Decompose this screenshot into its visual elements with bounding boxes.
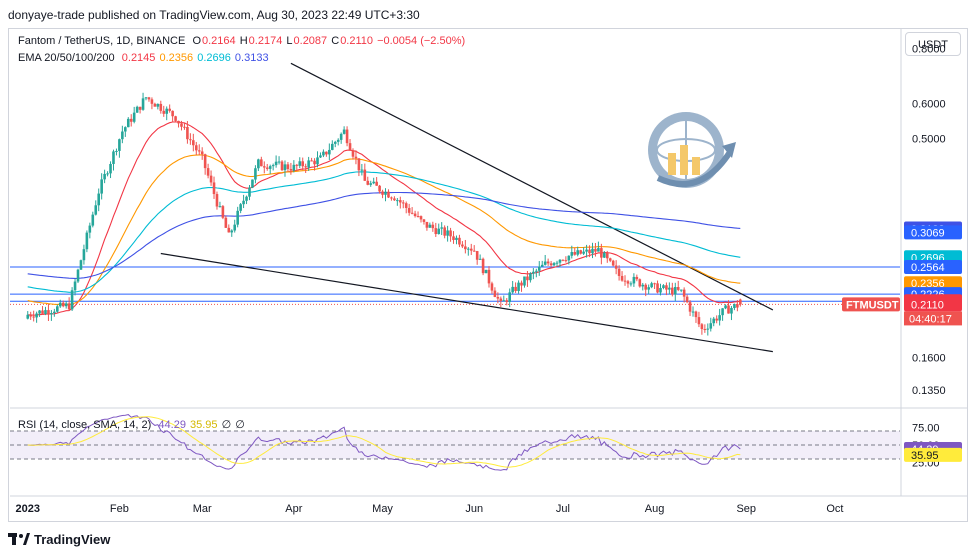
rsi-value: 44.29 [158, 419, 186, 431]
high-value: 0.2174 [248, 35, 283, 47]
close-label: C [331, 35, 340, 47]
chart-frame [8, 28, 968, 522]
ema20-value: 0.2145 [121, 52, 156, 64]
ema-label[interactable]: EMA 20/50/100/200 [18, 52, 115, 64]
symbol-label[interactable]: Fantom / TetherUS, 1D, BINANCE [18, 35, 186, 47]
change-value: −0.0054 (−2.50%) [377, 35, 466, 47]
close-value: 0.2110 [340, 35, 374, 47]
low-label: L [286, 35, 293, 47]
low-value: 0.2087 [293, 35, 328, 47]
open-value: 0.2164 [202, 35, 236, 47]
tradingview-brand[interactable]: TradingView [34, 532, 111, 547]
legend-main: Fantom / TetherUS, 1D, BINANCE O0.2164 H… [18, 35, 466, 47]
rsi-extra-1: ∅ [221, 419, 232, 431]
high-label: H [239, 35, 248, 47]
footer: TradingView [0, 522, 977, 557]
currency-button[interactable]: USDT [905, 32, 961, 56]
ema50-value: 0.2356 [159, 52, 194, 64]
publisher-bar: donyaye-trade published on TradingView.c… [0, 0, 977, 30]
rsi-label[interactable]: RSI (14, close, SMA, 14, 2) [18, 419, 152, 431]
ema200-value: 0.3133 [234, 52, 269, 64]
ema100-value: 0.2696 [197, 52, 231, 64]
legend-ema: EMA 20/50/100/200 0.2145 0.2356 0.2696 0… [18, 52, 270, 64]
rsi-extra-2: ∅ [235, 419, 245, 431]
rsi-ma-value: 35.95 [190, 419, 218, 431]
legend-rsi: RSI (14, close, SMA, 14, 2) 44.29 35.95 … [18, 418, 246, 431]
open-label: O [192, 35, 201, 47]
tradingview-logo-icon[interactable] [8, 533, 30, 546]
publisher-line: donyaye-trade published on TradingView.c… [8, 8, 420, 22]
